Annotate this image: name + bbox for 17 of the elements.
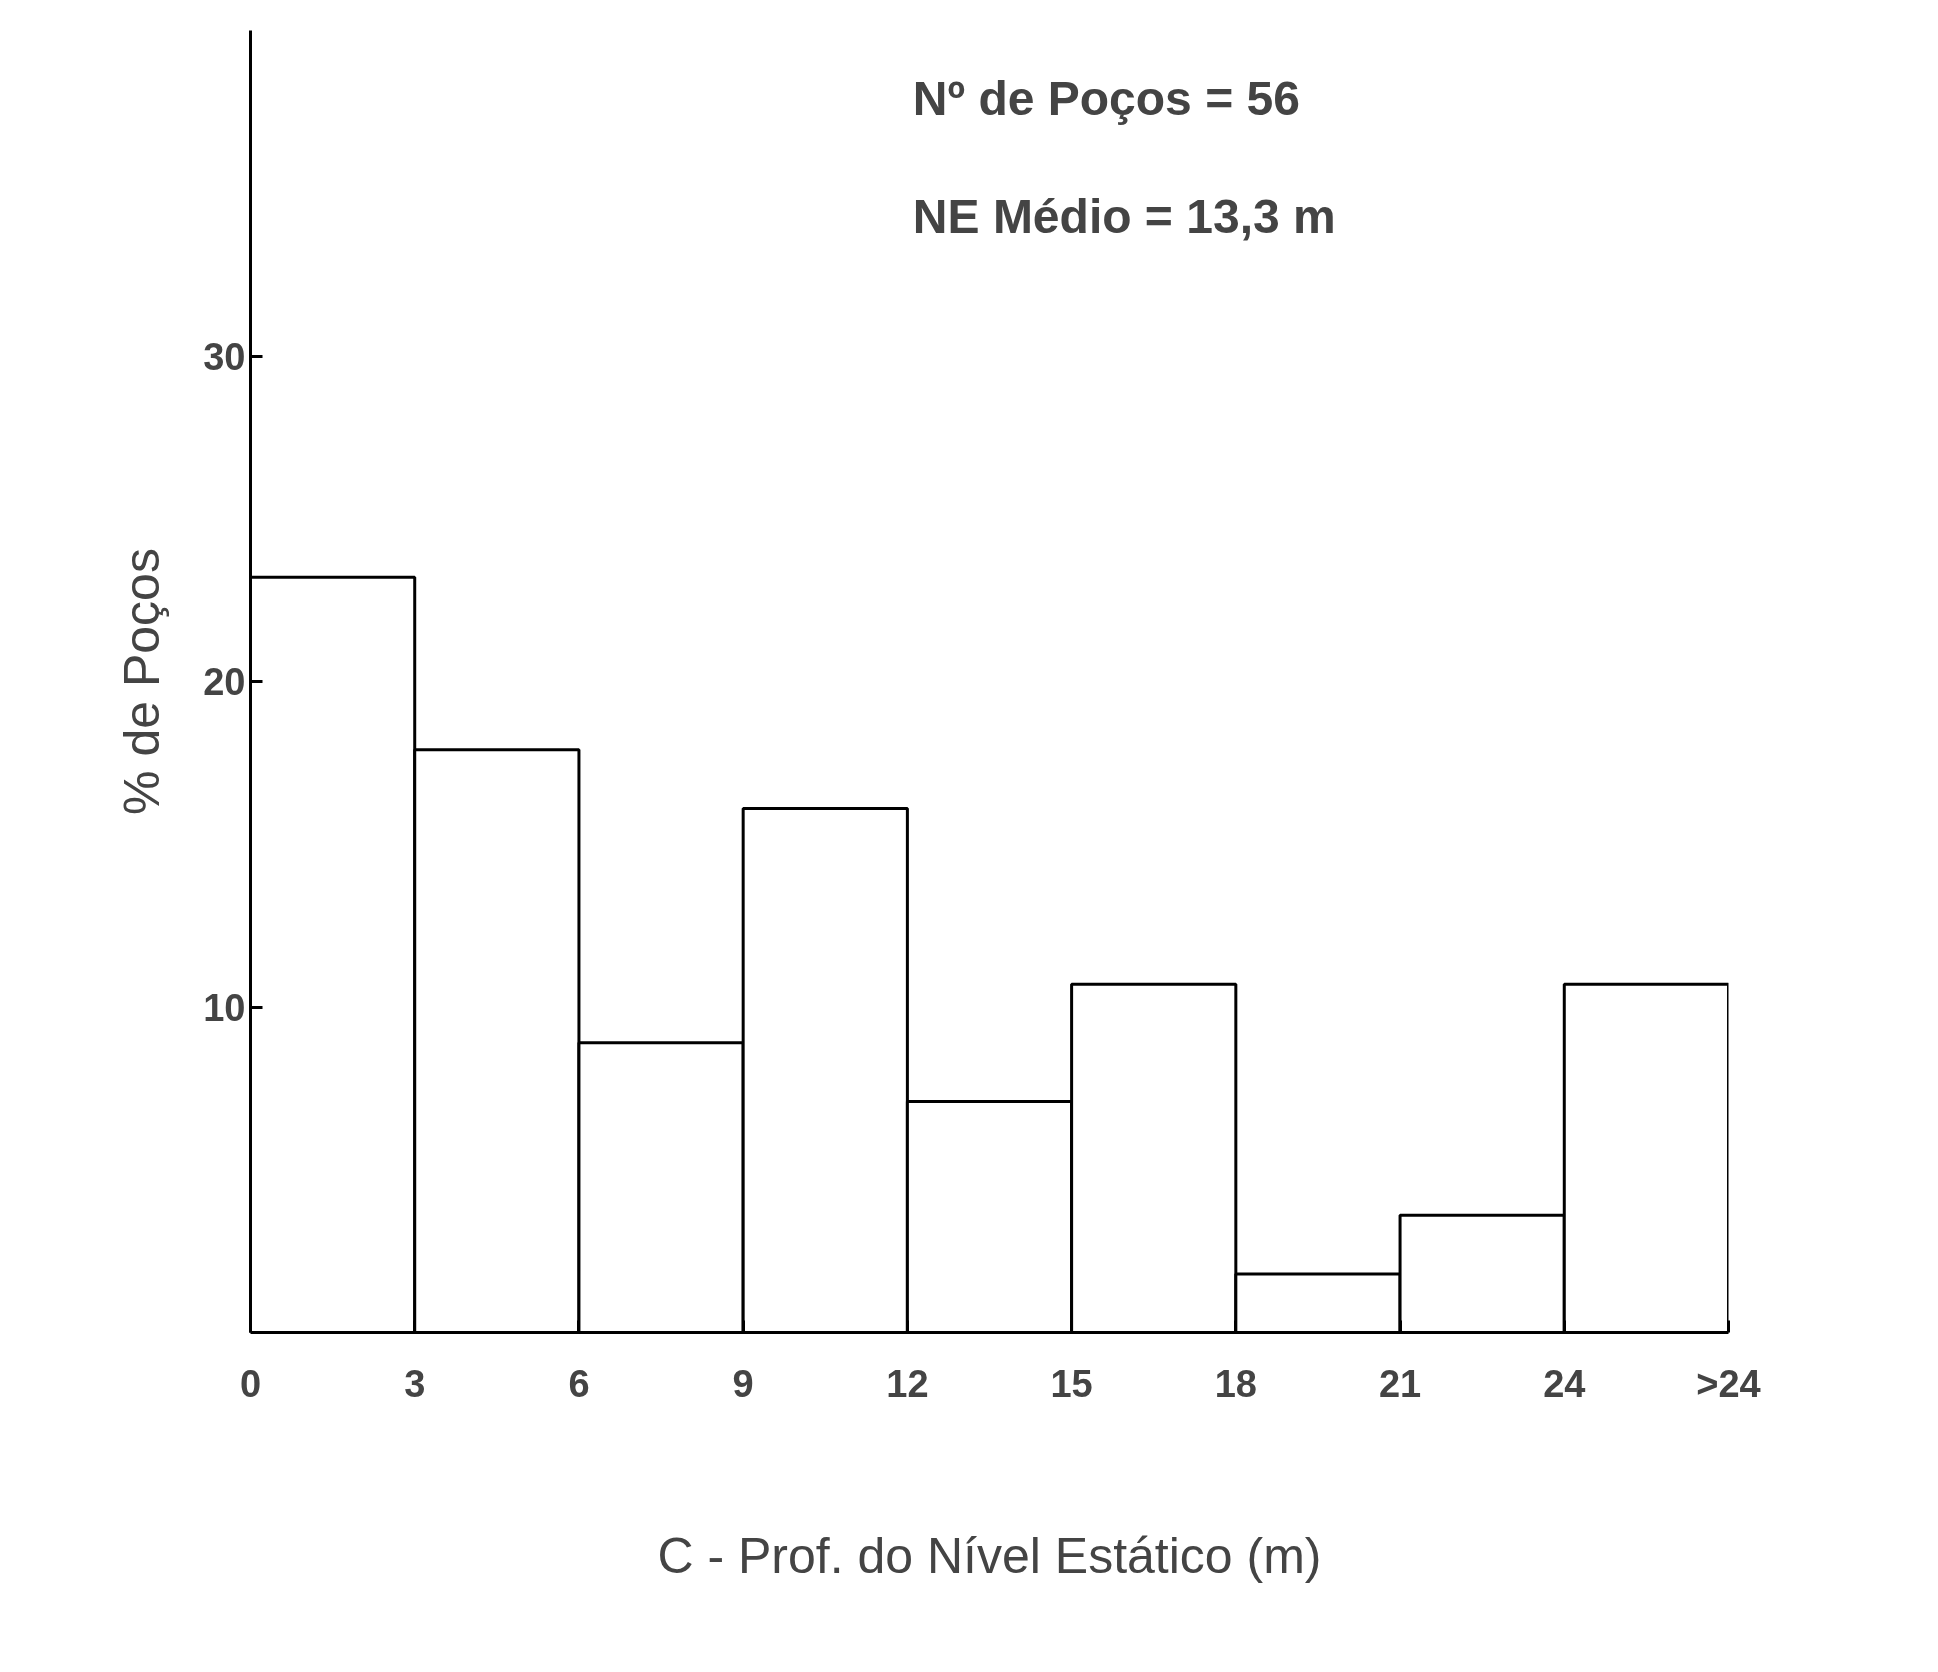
y-tick-label: 30 [203, 335, 246, 378]
x-tick-label: >24 [1696, 1362, 1761, 1405]
x-tick-label: 0 [239, 1362, 262, 1405]
x-tick-label: 3 [404, 1362, 426, 1405]
x-tick-label: 9 [732, 1362, 754, 1405]
annotation: Nº de Poços = 56 [912, 72, 1300, 126]
x-tick-label: 18 [1214, 1362, 1257, 1405]
y-tick-label: 10 [203, 986, 246, 1029]
x-tick-label: 15 [1050, 1362, 1093, 1405]
x-tick-label: 21 [1378, 1362, 1422, 1405]
y-axis-title: % de Poços [114, 548, 171, 815]
y-tick-label: 20 [203, 661, 246, 703]
x-tick-label: 6 [568, 1362, 590, 1405]
annotation: NE Médio = 13,3 m [912, 189, 1336, 243]
x-tick-label: 24 [1543, 1362, 1586, 1405]
x-tick-label: 12 [886, 1362, 929, 1405]
x-axis-title: C - Prof. do Nível Estático (m) [657, 1527, 1322, 1584]
